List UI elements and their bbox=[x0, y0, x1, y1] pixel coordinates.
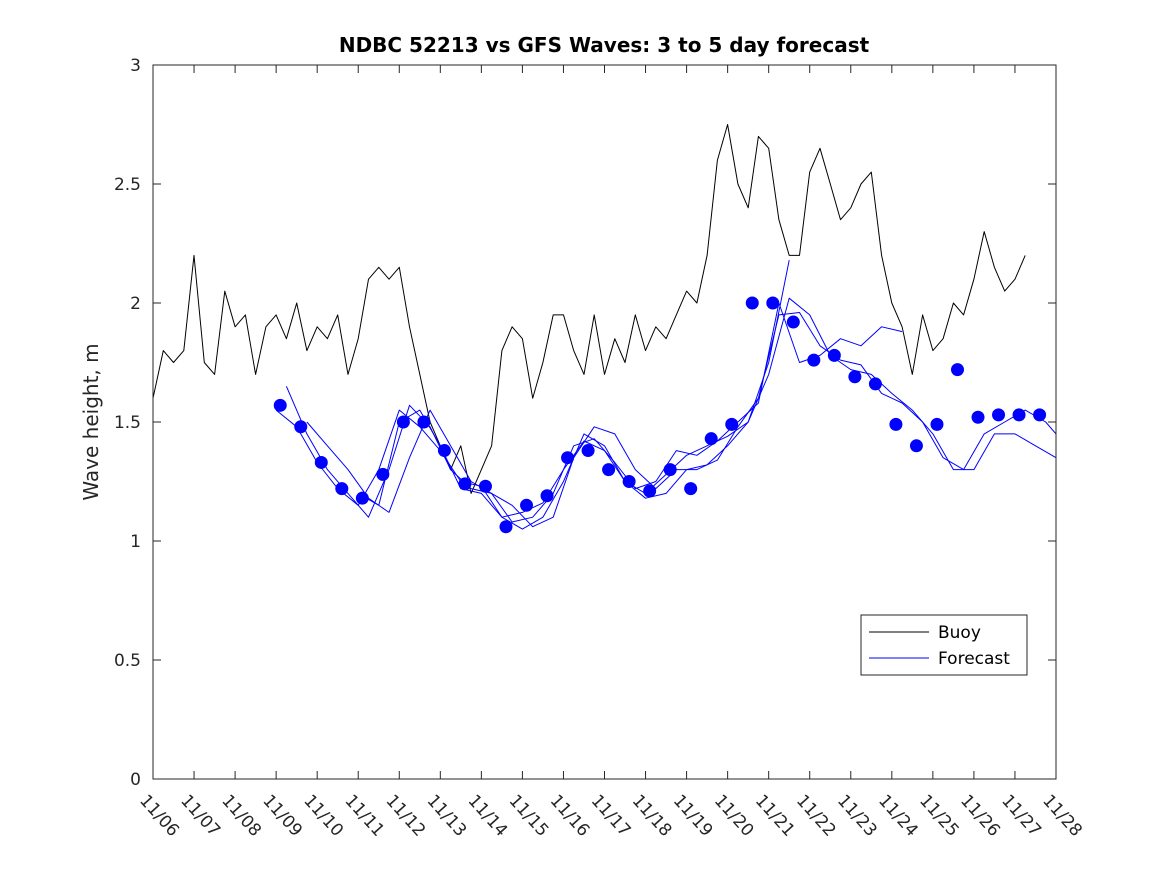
y-tick-label: 2 bbox=[130, 294, 141, 314]
forecast-point bbox=[376, 467, 390, 481]
forecast-point bbox=[704, 432, 718, 446]
y-tick-label: 0.5 bbox=[114, 651, 141, 671]
forecast-point bbox=[992, 408, 1006, 422]
y-axis-label: Wave height, m bbox=[79, 343, 103, 500]
forecast-point bbox=[581, 444, 595, 458]
forecast-point bbox=[520, 498, 534, 512]
forecast-point bbox=[273, 398, 287, 412]
legend-buoy-label: Buoy bbox=[938, 623, 981, 643]
forecast-point bbox=[643, 484, 657, 498]
y-tick-label: 1 bbox=[130, 532, 141, 552]
legend: Buoy Forecast bbox=[860, 614, 1028, 676]
forecast-point bbox=[663, 463, 677, 477]
forecast-point bbox=[868, 377, 882, 391]
forecast-point bbox=[971, 410, 985, 424]
forecast-point bbox=[848, 370, 862, 384]
y-tick-label: 1.5 bbox=[114, 413, 141, 433]
forecast-series-line bbox=[285, 302, 903, 523]
forecast-point bbox=[684, 482, 698, 496]
forecast-point bbox=[458, 477, 472, 491]
forecast-point bbox=[437, 444, 451, 458]
forecast-point bbox=[950, 363, 964, 377]
forecast-point bbox=[807, 353, 821, 367]
forecast-point bbox=[540, 489, 554, 503]
forecast-point bbox=[561, 451, 575, 465]
forecast-point bbox=[909, 439, 923, 453]
chart-title: NDBC 52213 vs GFS Waves: 3 to 5 day fore… bbox=[339, 33, 870, 57]
forecast-point bbox=[396, 415, 410, 429]
plot-area-border bbox=[152, 64, 1057, 780]
forecast-series-line bbox=[357, 297, 1057, 530]
forecast-point bbox=[622, 475, 636, 488]
y-tick-label: 3 bbox=[130, 56, 141, 76]
data-series bbox=[152, 124, 1057, 534]
legend-forecast-label: Forecast bbox=[938, 649, 1010, 669]
forecast-point bbox=[294, 420, 308, 434]
forecast-point bbox=[766, 296, 780, 310]
forecast-point bbox=[725, 417, 739, 431]
y-tick-label: 2.5 bbox=[114, 175, 141, 195]
forecast-point bbox=[745, 296, 759, 310]
forecast-point bbox=[930, 417, 944, 431]
forecast-point bbox=[417, 415, 431, 429]
buoy-series-line bbox=[152, 124, 1026, 494]
forecast-point bbox=[786, 315, 800, 329]
forecast-point bbox=[499, 520, 513, 534]
forecast-point bbox=[478, 479, 492, 493]
forecast-point bbox=[827, 348, 841, 362]
legend-box bbox=[860, 614, 1028, 676]
forecast-point bbox=[355, 491, 369, 505]
forecast-point bbox=[1033, 408, 1047, 422]
forecast-point bbox=[889, 417, 903, 431]
forecast-point bbox=[314, 455, 328, 469]
forecast-point bbox=[335, 482, 349, 496]
forecast-point bbox=[602, 463, 616, 477]
y-tick-label: 0 bbox=[130, 770, 141, 790]
forecast-point bbox=[1012, 408, 1026, 422]
